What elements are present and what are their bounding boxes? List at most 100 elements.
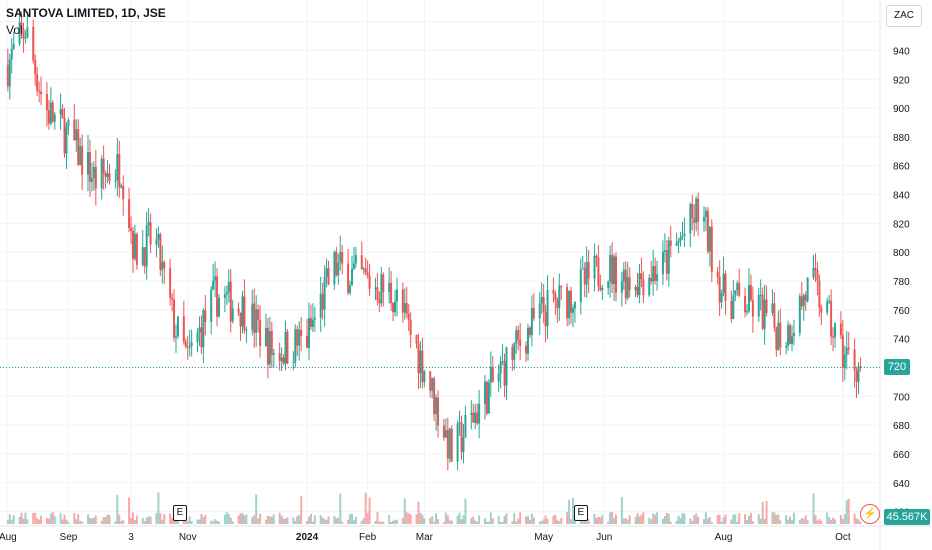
volume-bar [785,515,788,524]
candle-body [225,292,228,295]
candle-body [806,277,809,301]
candle-body [143,247,146,267]
volume-bar [818,519,821,524]
volume-bar [169,513,172,524]
candle-body [654,266,657,281]
candle-body [415,334,418,344]
currency-selector[interactable]: ZAC [886,5,922,27]
candle-body [81,146,84,175]
volume-bar [100,520,103,524]
volume-bar [278,512,281,524]
candle-body [63,118,66,154]
candle-body [196,332,199,343]
candle-body [401,289,404,313]
candle-body [257,309,260,321]
candle-body [593,255,596,279]
volume-bar [474,520,477,524]
candle-body [661,251,664,275]
volume-bar [820,520,823,524]
candle-body [390,282,393,304]
volume-bar [853,513,856,524]
candle-body [18,22,21,44]
volume-bar [280,515,283,524]
candle-body [693,218,696,223]
volume-bar [311,521,314,524]
volume-bar [620,497,623,524]
candle-body [327,268,330,285]
earnings-event-marker[interactable]: E [573,505,588,521]
x-tick-label: Mar [416,532,434,543]
candle-body [802,295,805,307]
volume-bar [366,513,369,524]
candle-body [530,308,533,336]
x-tick-label: Feb [359,532,377,543]
y-tick-label: 860 [893,162,910,173]
volume-bar [771,512,774,524]
earnings-event-marker[interactable]: E [172,505,187,521]
candle-body [609,254,612,282]
candle-body [38,90,41,92]
candle-body [650,277,653,282]
volume-bar [746,520,749,524]
candle-body [321,293,324,310]
candle-body [184,341,187,347]
candle-body [130,228,133,231]
candle-body [744,295,747,313]
y-tick-label: 680 [893,421,910,432]
volume-bar [176,518,179,524]
candle-body [527,327,529,354]
volume-bar [656,512,659,524]
x-tick-label: Sep [60,532,78,543]
volume-bar [528,519,531,524]
candle-body [159,233,162,270]
volume-bar [423,518,426,524]
volume-bar [323,518,326,524]
candle-body [214,276,217,281]
volume-bar [352,520,355,524]
candle-body [542,296,545,313]
volume-bar [378,521,381,524]
candle-body [298,329,301,346]
candle-body [855,370,858,382]
candle-body [272,353,275,355]
candle-body [785,346,788,348]
candle-body [280,357,283,362]
y-tick-label: 700 [893,392,910,403]
volume-bar [36,518,39,524]
volume-bar [470,517,473,524]
volume-bar [24,512,27,524]
candle-body [792,332,795,337]
volume-bar [286,517,289,524]
volume-bar [196,519,199,524]
candle-body [448,428,451,459]
volume-bar [231,521,234,524]
candle-body [828,300,831,302]
candle-body [450,428,453,462]
volume-bar [487,521,490,524]
candle-body [53,114,56,122]
candle-body [689,204,692,234]
candle-body [161,262,164,270]
volume-bar [284,518,287,524]
candle-body [376,287,379,300]
volume-bar [409,514,412,524]
volume-bar [294,520,297,524]
candle-body [77,128,80,165]
volume-bar [558,521,561,524]
x-tick-label: Nov [179,532,197,543]
candle-body [300,329,303,336]
candle-body [163,262,166,269]
candle-body [503,361,506,386]
flash-icon[interactable]: ⚡ [860,504,880,524]
volume-bar [554,514,557,524]
x-tick-label: Aug [715,532,733,543]
volume-bar [349,514,352,524]
volume-bar [175,520,177,524]
candle-body [622,269,625,282]
volume-bar [87,514,89,524]
candle-body [724,273,727,301]
candle-body [777,322,780,350]
candle-body [718,277,721,303]
